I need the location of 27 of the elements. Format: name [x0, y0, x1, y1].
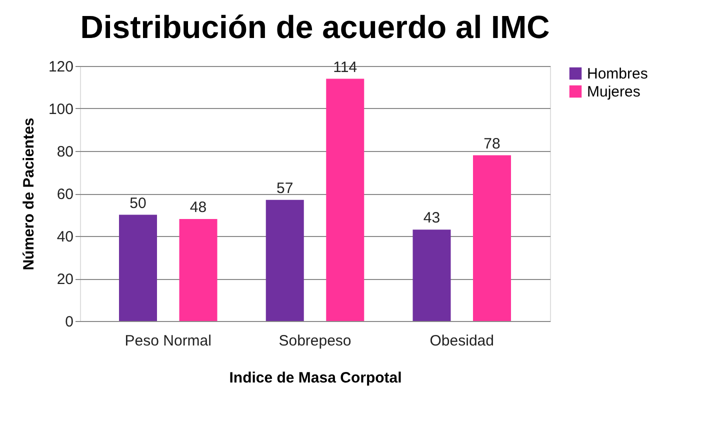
- data-label: 48: [190, 199, 207, 216]
- bar: [473, 155, 512, 321]
- y-tick-label: 20: [56, 271, 74, 288]
- y-tick-label: 120: [48, 58, 74, 76]
- y-tick-label: 80: [56, 144, 74, 160]
- y-tick-label: 0: [65, 314, 74, 330]
- x-tick-label: Sobrepeso: [278, 332, 352, 350]
- bar: [326, 78, 364, 321]
- x-tick-label: Peso Normal: [124, 332, 212, 350]
- x-tick-label: Obesidad: [430, 332, 494, 350]
- y-tick-label: 40: [56, 228, 74, 246]
- bar: [412, 230, 451, 321]
- y-axis-title: Número de Pacientes: [20, 118, 38, 270]
- data-label: 50: [130, 194, 146, 212]
- bar: [179, 219, 218, 321]
- bar: [118, 214, 157, 321]
- bar: [266, 200, 304, 321]
- data-label: 43: [423, 210, 440, 227]
- y-tick-label: 100: [48, 101, 74, 118]
- legend-label: Hombres: [587, 66, 648, 82]
- data-label: 114: [333, 58, 358, 76]
- data-label: 78: [484, 135, 500, 152]
- legend-label: Mujeres: [587, 84, 640, 100]
- data-label: 57: [276, 180, 294, 197]
- y-tick-label: 60: [56, 186, 74, 203]
- chart-title: Distribución de acuerdo al IMC: [80, 9, 550, 45]
- x-axis-title: Indice de Masa Corpotal: [229, 370, 402, 386]
